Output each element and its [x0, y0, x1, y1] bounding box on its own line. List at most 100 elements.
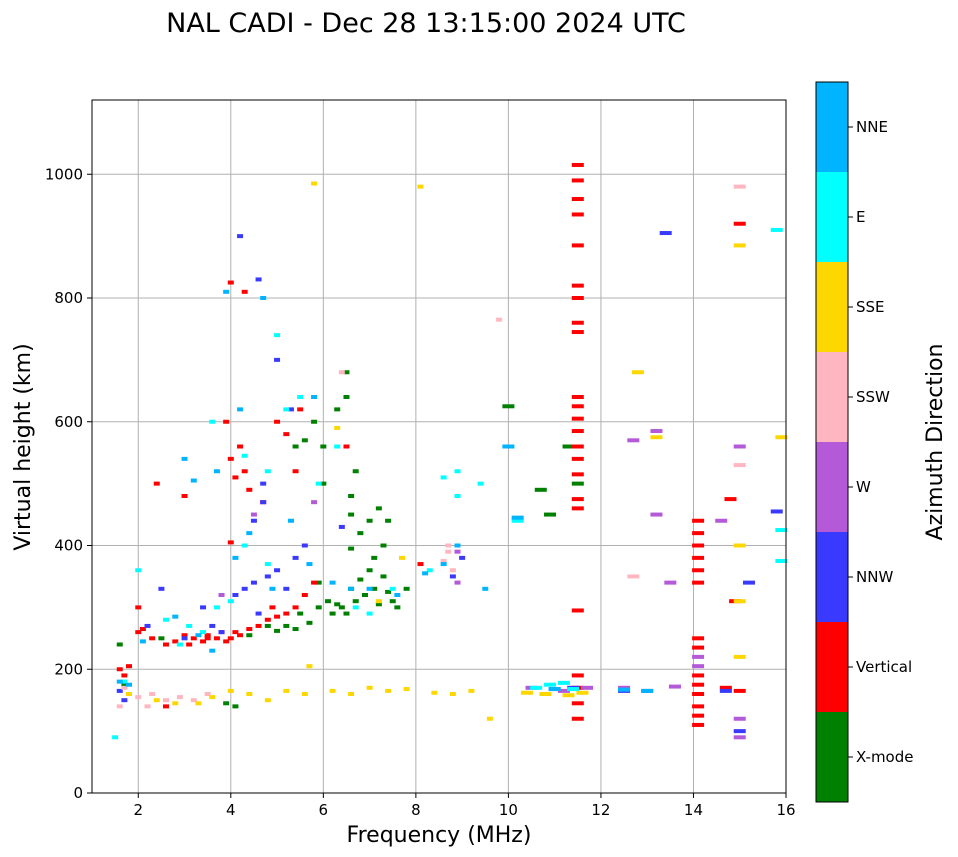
echo-point: [477, 481, 484, 486]
echo-point: [209, 695, 216, 700]
echo-point: [724, 497, 737, 502]
echo-point: [315, 605, 322, 610]
echo-point: [274, 357, 281, 362]
colorbar-title: Azimuth Direction: [923, 343, 948, 540]
echo-point: [403, 586, 410, 591]
echo-point: [292, 627, 299, 632]
echo-point: [348, 494, 355, 498]
echo-point: [116, 642, 123, 647]
echo-point: [223, 419, 230, 424]
echo-point: [301, 543, 308, 548]
echo-point: [692, 645, 705, 650]
echo-point: [237, 234, 244, 239]
colorbar: X-mode Vertical NNW W SSW SSE E NNE: [816, 82, 913, 802]
echo-point: [664, 580, 677, 585]
echo-point: [618, 687, 631, 692]
echo-point: [338, 605, 345, 610]
echo-point: [692, 692, 705, 696]
echo-point: [343, 611, 350, 616]
echo-point: [126, 664, 133, 669]
echo-point: [385, 688, 392, 693]
echo-point: [692, 543, 705, 548]
echo-point: [232, 475, 239, 480]
echo-point: [237, 633, 244, 638]
y-tick-label: 200: [54, 660, 83, 678]
echo-point: [149, 692, 156, 696]
echo-point: [241, 543, 248, 548]
echo-point: [650, 429, 663, 434]
echo-point: [292, 444, 299, 449]
echo-point: [264, 562, 271, 567]
echo-point: [269, 605, 276, 610]
echo-point: [274, 419, 281, 424]
echo-point: [571, 296, 584, 300]
echo-point: [571, 481, 584, 486]
echo-point: [200, 605, 207, 610]
echo-point: [394, 605, 401, 610]
echo-point: [454, 543, 461, 548]
echo-point: [398, 555, 405, 560]
echo-point: [246, 487, 253, 492]
echo-point: [486, 716, 493, 721]
echo-point: [440, 558, 447, 563]
echo-point: [121, 698, 128, 703]
echo-point: [232, 593, 239, 597]
x-tick-label: 4: [226, 801, 236, 819]
echo-point: [357, 531, 364, 536]
echo-point: [733, 543, 746, 548]
echo-point: [186, 642, 193, 647]
echo-point: [502, 404, 515, 409]
echo-point: [250, 512, 257, 517]
echo-point: [204, 692, 211, 696]
echo-point: [311, 500, 318, 505]
echo-point: [255, 611, 262, 616]
echo-point: [530, 685, 543, 690]
echo-point: [246, 692, 253, 696]
echo-point: [241, 289, 248, 294]
echo-point: [116, 667, 123, 672]
echo-point: [534, 487, 547, 492]
echo-point: [223, 289, 230, 294]
echo-point: [775, 558, 788, 563]
colorbar-label: SSE: [856, 298, 885, 316]
x-axis-label: Frequency (MHz): [347, 823, 532, 848]
echo-point: [306, 562, 313, 567]
echo-point: [283, 407, 290, 412]
echo-point: [571, 716, 584, 721]
echo-point: [571, 673, 584, 678]
echo-point: [121, 679, 128, 684]
echo-point: [520, 690, 533, 695]
echo-point: [733, 688, 746, 693]
echo-point: [227, 540, 234, 545]
echo-point: [775, 528, 788, 533]
colorbar-segment: [816, 712, 848, 802]
colorbar-label: Vertical: [856, 658, 912, 676]
echo-point: [213, 636, 220, 641]
echo-point: [200, 639, 207, 644]
echo-point: [361, 593, 368, 597]
echo-point: [227, 280, 234, 285]
echo-point: [292, 469, 299, 474]
echo-point: [650, 512, 663, 517]
echo-point: [139, 627, 146, 632]
y-tick-label: 800: [54, 289, 83, 307]
colorbar-label: E: [856, 208, 865, 226]
echo-point: [627, 438, 640, 443]
x-tick-label: 14: [684, 801, 703, 819]
echo-point: [200, 630, 207, 635]
x-tick-label: 8: [411, 801, 421, 819]
echo-point: [733, 243, 746, 248]
echo-point: [733, 463, 746, 468]
echo-point: [264, 623, 271, 628]
echo-point: [112, 735, 119, 740]
echo-point: [343, 444, 350, 449]
echo-point: [195, 701, 202, 706]
echo-point: [301, 438, 308, 443]
echo-point: [511, 515, 524, 520]
echo-point: [496, 317, 503, 322]
echo-point: [223, 639, 230, 644]
echo-point: [135, 605, 142, 610]
echo-point: [227, 636, 234, 641]
echo-point: [246, 633, 253, 638]
